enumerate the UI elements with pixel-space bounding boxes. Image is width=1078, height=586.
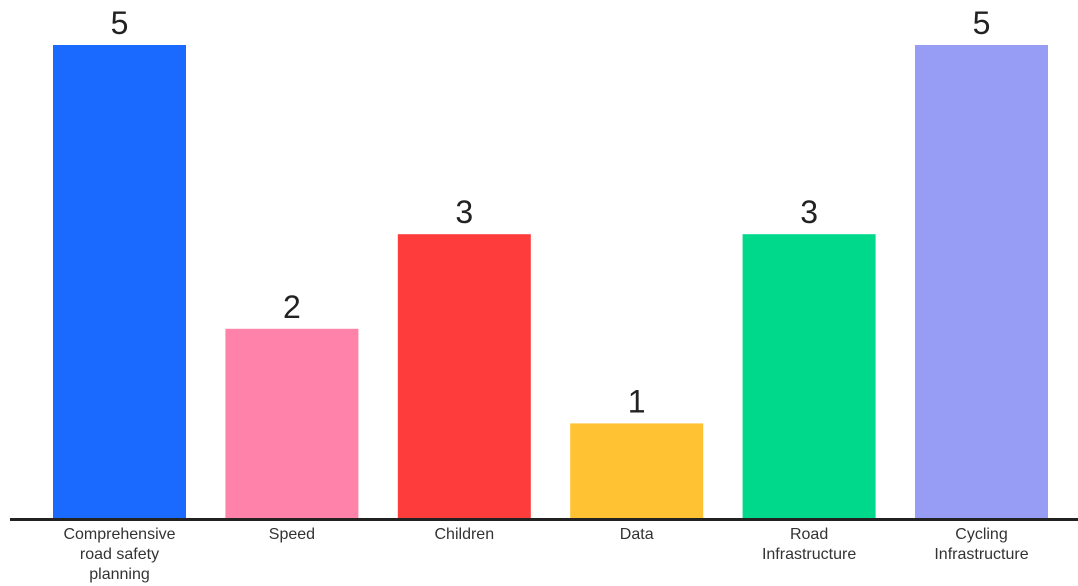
category-label-2: Speed: [269, 526, 315, 543]
category-label-3-line-1: Children: [435, 526, 495, 543]
category-label-4-line-1: Data: [620, 526, 654, 543]
value-label-6: 5: [973, 5, 991, 41]
bar-6: [915, 45, 1048, 518]
value-labels-layer: 5 2 3 1 3 5: [111, 5, 991, 419]
category-label-1-line-1: Comprehensive: [63, 526, 175, 543]
bar-1: [53, 45, 186, 518]
category-label-5-line-2: Infrastructure: [762, 546, 856, 563]
category-label-3: Children: [435, 526, 495, 543]
category-label-5: Road Infrastructure: [762, 526, 856, 563]
category-label-1: Comprehensive road safety planning: [63, 526, 175, 583]
category-label-6-line-1: Cycling: [955, 526, 1007, 543]
bar-4: [570, 423, 704, 518]
value-label-2: 2: [283, 289, 301, 325]
category-labels-layer: Comprehensive road safety planning Speed Chi…: [63, 526, 1028, 583]
category-label-1-line-2: road safety: [80, 546, 159, 563]
category-label-1-line-3: planning: [89, 566, 150, 583]
bar-2: [225, 328, 359, 518]
category-label-6-line-2: Infrastructure: [934, 546, 1028, 563]
bar-5: [742, 234, 876, 518]
bar-3: [397, 234, 531, 518]
value-label-4: 1: [628, 383, 646, 419]
category-label-5-line-1: Road: [790, 526, 828, 543]
bars-layer: [53, 45, 1048, 518]
category-label-2-line-1: Speed: [269, 526, 315, 543]
category-label-6: Cycling Infrastructure: [934, 526, 1028, 563]
value-label-1: 5: [111, 5, 129, 41]
value-label-3: 3: [455, 194, 473, 230]
value-label-5: 3: [800, 194, 818, 230]
category-label-4: Data: [620, 526, 654, 543]
